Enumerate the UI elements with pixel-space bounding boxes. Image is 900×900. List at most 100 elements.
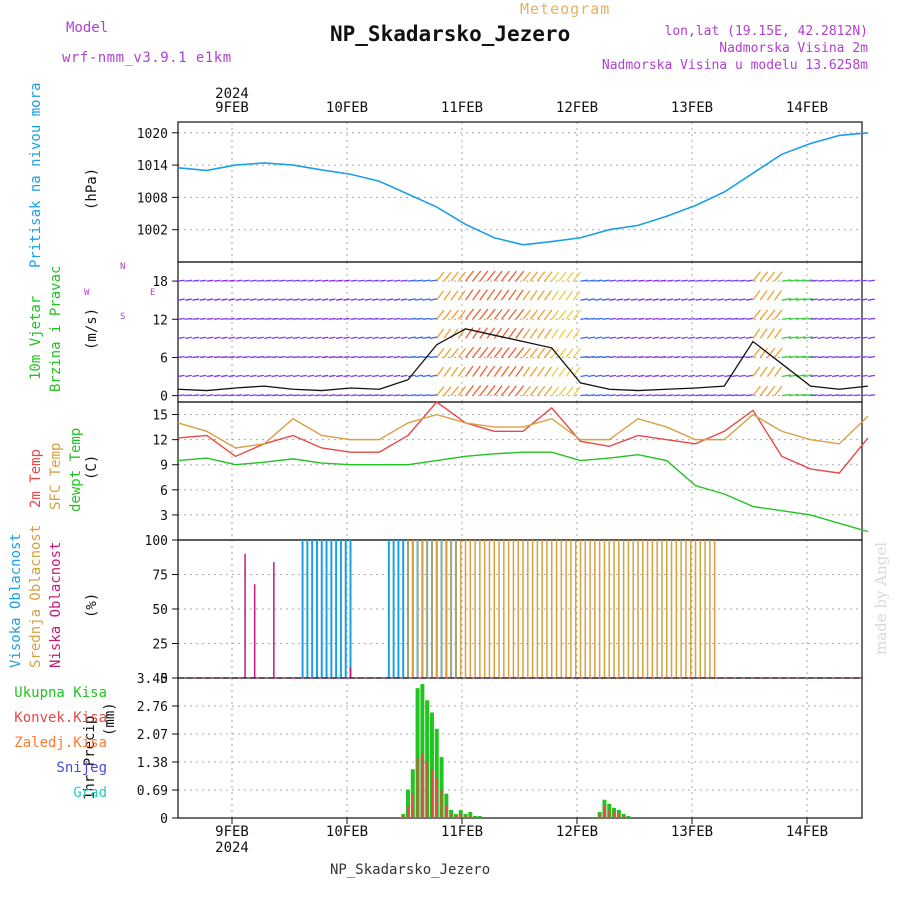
- convective-precip-bar: [474, 817, 477, 818]
- wind-barb: [587, 336, 596, 340]
- wind-barb: [803, 393, 813, 397]
- wind-barb: [817, 355, 825, 359]
- wind-barb: [350, 374, 358, 378]
- wind-barb: [695, 298, 703, 301]
- wind-barb: [774, 366, 783, 377]
- wind-barb: [292, 317, 300, 320]
- wind-barb: [731, 374, 739, 378]
- wind-barb: [724, 374, 732, 378]
- wind-barb: [666, 356, 674, 359]
- wind-barb: [716, 317, 724, 320]
- wind-barb: [393, 317, 401, 320]
- wind-barb: [271, 317, 279, 320]
- wind-barb: [264, 374, 272, 378]
- wind-barb: [766, 347, 776, 358]
- wind-barb: [515, 365, 524, 377]
- wind-barb: [393, 336, 401, 340]
- wind-barb: [479, 385, 489, 397]
- wind-barb: [242, 394, 250, 397]
- wind-barb: [709, 394, 717, 397]
- wind-barb: [731, 355, 739, 359]
- wind-barb: [500, 385, 510, 397]
- wind-barb: [307, 317, 315, 320]
- wind-barb: [788, 279, 799, 282]
- wind-barb: [681, 336, 688, 340]
- wind-barb: [759, 328, 768, 339]
- wind-barb: [616, 374, 624, 378]
- wind-barb: [609, 317, 616, 320]
- wind-barb: [264, 279, 272, 282]
- wind-barb: [695, 374, 703, 378]
- wind-barb: [192, 279, 200, 282]
- wind-barb: [336, 394, 343, 397]
- wind-barb: [659, 356, 667, 359]
- wind-barb: [817, 279, 825, 282]
- panel-frame: [177, 677, 863, 819]
- wind-barb: [199, 317, 207, 320]
- wind-barb: [666, 394, 674, 397]
- wind-barb: [493, 365, 503, 377]
- wind-barb: [500, 308, 510, 320]
- wind-barb: [724, 279, 732, 282]
- wind-barb: [867, 394, 876, 397]
- wind-barb: [824, 355, 832, 359]
- wind-barb: [185, 336, 192, 340]
- wind-barb: [580, 394, 588, 397]
- wind-barb: [803, 355, 813, 359]
- wind-barb: [645, 298, 652, 301]
- wind-barb: [271, 355, 279, 359]
- wind-barb: [213, 356, 221, 359]
- wind-barb: [544, 271, 553, 282]
- wind-barb: [221, 356, 228, 359]
- legend-convective-rain: Konvek.Kisa: [14, 710, 107, 726]
- wind-barb: [415, 298, 423, 301]
- wind-barb: [328, 279, 336, 282]
- wind-barb: [357, 279, 365, 282]
- wind-barb: [766, 385, 776, 397]
- wind-barb: [738, 374, 746, 378]
- wind-barb: [300, 317, 307, 320]
- y-tick-label: 18: [152, 275, 168, 290]
- temp-unit: (C): [84, 454, 100, 480]
- wind-barb: [766, 290, 775, 301]
- wind-barb: [659, 336, 667, 340]
- convective-precip-bar: [613, 811, 616, 818]
- temp-title-dewpt: dewpt Temp: [68, 427, 84, 512]
- convective-precip-bar: [450, 813, 453, 818]
- wind-barb: [228, 356, 235, 359]
- wind-barb: [450, 347, 459, 358]
- wind-barb: [199, 279, 207, 282]
- y-tick-label: 12: [152, 434, 168, 449]
- model-name: wrf-nmm_v3.9.1 e1km: [62, 50, 232, 66]
- wind-barb: [199, 336, 207, 340]
- total-precip-bar: [406, 789, 410, 818]
- wind-barb: [364, 374, 372, 378]
- y-tick-label: 1.38: [137, 756, 168, 771]
- wind-barb: [400, 298, 408, 301]
- wind-barb: [285, 374, 293, 378]
- wind-barb: [860, 356, 868, 359]
- wind-barb: [464, 270, 475, 282]
- wind-speed-line: [177, 328, 869, 392]
- wind-barb: [472, 289, 481, 301]
- wind-barb: [709, 279, 717, 282]
- altitude-text: Nadmorska Visina 2m: [719, 41, 868, 56]
- wind-barb: [673, 298, 681, 301]
- wind-barb: [853, 356, 861, 359]
- wind-barb: [508, 289, 517, 301]
- wind-barb: [522, 347, 531, 358]
- wind-barb: [724, 336, 732, 340]
- wind-barb: [759, 271, 769, 282]
- wind-barb: [637, 374, 645, 378]
- wind-barb: [371, 317, 379, 320]
- wind-barb: [724, 394, 732, 397]
- wind-barb: [867, 317, 876, 320]
- wind-barb: [551, 290, 559, 301]
- y-tick-label: 15: [152, 409, 168, 424]
- wind-barb: [846, 356, 854, 359]
- wind-barb: [185, 279, 192, 282]
- wind-barb: [551, 328, 559, 339]
- wind-barb: [601, 355, 610, 359]
- wind-barb: [221, 374, 228, 378]
- wind-barb: [515, 270, 525, 282]
